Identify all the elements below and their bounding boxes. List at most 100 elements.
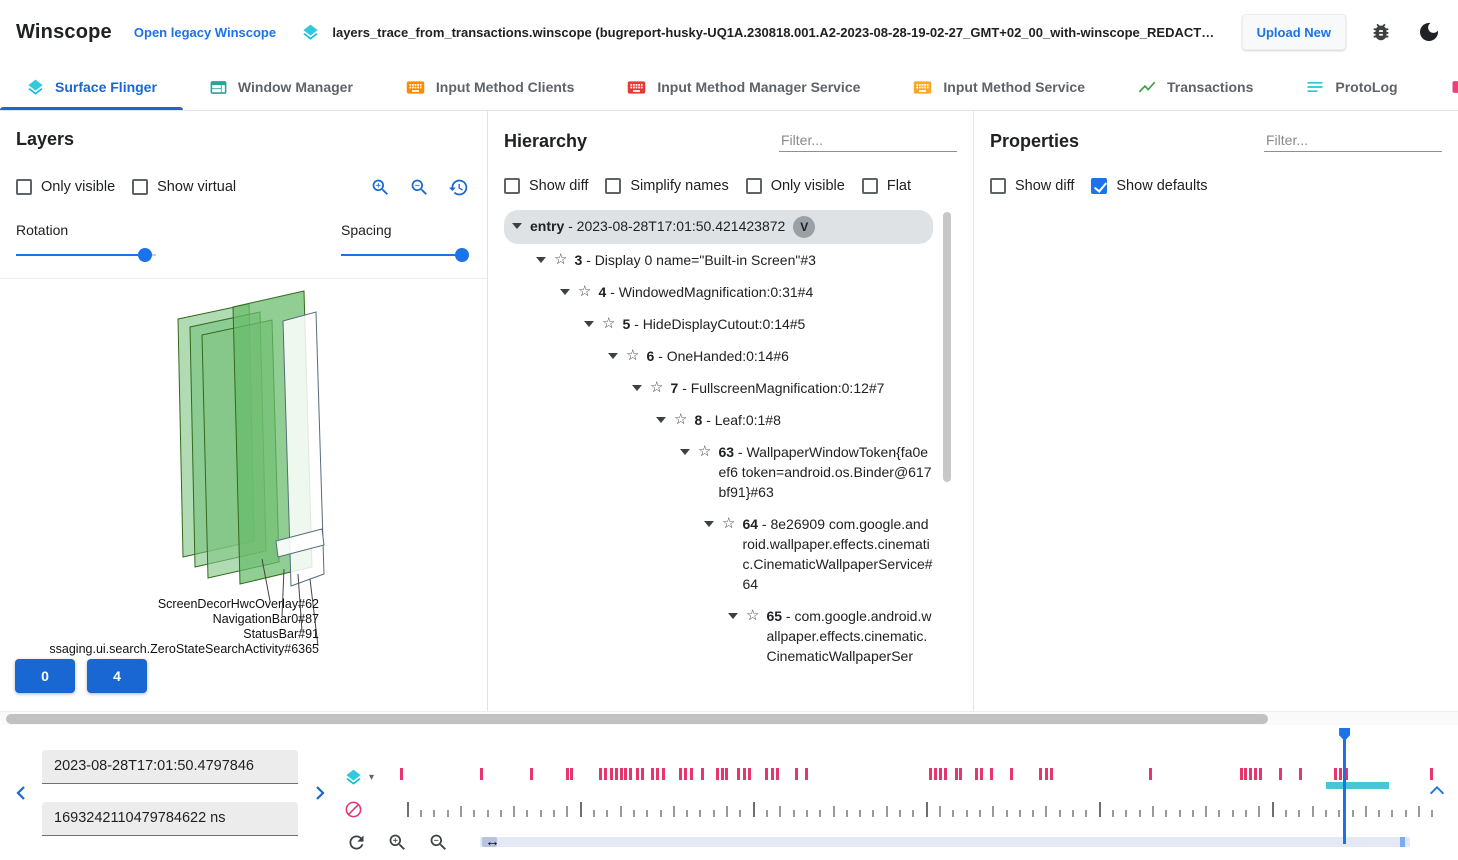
minimap-slider-handle[interactable] [482, 837, 497, 847]
tab-label: Input Method Clients [435, 79, 575, 95]
tab-surface-flinger[interactable]: Surface Flinger [0, 64, 183, 110]
layer-label[interactable]: StatusBar#91 [243, 627, 319, 641]
expand-arrow-icon[interactable] [512, 223, 522, 229]
hierarchy-scrollbar[interactable] [943, 212, 951, 483]
tree-node-65[interactable]: ☆ 65 - com.google.android.wallpaper.effec… [504, 600, 933, 672]
checkbox[interactable] [861, 178, 878, 194]
expand-arrow-icon[interactable] [704, 521, 714, 527]
display-button-4[interactable]: 4 [87, 659, 147, 693]
tx-trace-marker [925, 802, 928, 817]
timestamp-ns-input[interactable] [42, 801, 298, 836]
expand-arrow-icon[interactable] [728, 613, 738, 619]
pin-star-icon[interactable]: ☆ [554, 251, 568, 268]
timeline-cursor[interactable] [1339, 728, 1351, 844]
tx-trace-marker [513, 806, 516, 817]
rotation-slider[interactable] [16, 248, 156, 262]
hierarchy-checkbox-only-visible[interactable]: Only visible [745, 178, 845, 194]
tab-tr[interactable]: Tr [1424, 64, 1458, 110]
horizontal-scrollbar[interactable] [0, 711, 1458, 725]
properties-filter-input[interactable] [1264, 129, 1442, 152]
layers-checkbox-show-virtual[interactable]: Show virtual [132, 179, 236, 195]
tx-trace-marker [1125, 810, 1128, 817]
hierarchy-checkbox-flat[interactable]: Flat [861, 178, 911, 194]
tab-input-method-clients[interactable]: Input Method Clients [379, 64, 600, 110]
pin-star-icon[interactable]: ☆ [698, 443, 712, 460]
hierarchy-filter-input[interactable] [779, 129, 957, 152]
tab-window-manager[interactable]: Window Manager [183, 64, 379, 110]
spacing-slider[interactable] [341, 248, 469, 262]
layer-label[interactable]: ScreenDecorHwcOverlay#62 [157, 597, 319, 611]
timestamp-human-input[interactable] [42, 749, 298, 784]
expand-arrow-icon[interactable] [536, 257, 546, 263]
chevron-left-icon[interactable] [10, 782, 32, 804]
pin-star-icon[interactable]: ☆ [578, 283, 592, 300]
tab-transactions[interactable]: Transactions [1111, 64, 1279, 110]
pin-star-icon[interactable]: ☆ [650, 379, 664, 396]
expand-arrow-icon[interactable] [608, 353, 618, 359]
tree-node-64[interactable]: ☆ 64 - 8e26909 com.google.android.wallpap… [504, 508, 933, 600]
zoom-out-icon[interactable] [406, 174, 432, 200]
pin-star-icon[interactable]: ☆ [722, 515, 736, 532]
checkbox[interactable] [605, 178, 622, 194]
dark-mode-icon[interactable] [1416, 19, 1442, 45]
checkbox[interactable] [1091, 178, 1108, 194]
pin-star-icon[interactable]: ☆ [626, 347, 640, 364]
expand-arrow-icon[interactable] [680, 449, 690, 455]
expand-arrow-icon[interactable] [584, 321, 594, 327]
properties-checkbox-show-diff[interactable]: Show diff [990, 178, 1074, 194]
tree-node-4[interactable]: ☆ 4 - WindowedMagnification:0:31#4 [504, 276, 933, 308]
tree-node-3[interactable]: ☆ 3 - Display 0 name="Built-in Screen"#3 [504, 244, 933, 276]
tx-marker-strip[interactable] [400, 795, 1438, 823]
spacing-slider-thumb[interactable] [454, 248, 469, 262]
checkbox[interactable] [16, 179, 32, 195]
rotation-slider-thumb[interactable] [137, 248, 152, 262]
checkbox[interactable] [745, 178, 762, 194]
visibility-badge: V [793, 216, 816, 238]
layers-3d-canvas[interactable] [16, 279, 471, 671]
hierarchy-checkbox-show-diff[interactable]: Show diff [504, 178, 588, 194]
timeline-cursor-handle[interactable] [1339, 728, 1351, 741]
sf-marker-strip[interactable] [400, 763, 1438, 791]
refresh-icon[interactable] [343, 829, 369, 855]
tree-node-entry[interactable]: entry - 2023-08-28T17:01:50.421423872 V [504, 210, 933, 244]
open-legacy-winscope-link[interactable]: Open legacy Winscope [133, 24, 277, 40]
checkbox[interactable] [504, 178, 520, 194]
hierarchy-checkbox-simplify-names[interactable]: Simplify names [605, 178, 729, 194]
layer-label[interactable]: NavigationBar0#87 [212, 612, 319, 626]
tab-input-method-manager-service[interactable]: Input Method Manager Service [600, 64, 886, 110]
pin-star-icon[interactable]: ☆ [674, 411, 688, 428]
tree-node-63[interactable]: ☆ 63 - WallpaperWindowToken{fa0eef6 token… [504, 436, 933, 508]
tab-input-method-service[interactable]: Input Method Service [886, 64, 1111, 110]
chevron-up-icon[interactable] [1426, 781, 1448, 802]
tree-node-5[interactable]: ☆ 5 - HideDisplayCutout:0:14#5 [504, 308, 933, 340]
upload-new-button[interactable]: Upload New [1241, 14, 1346, 50]
layers-icon[interactable] [340, 764, 366, 790]
expand-arrow-icon[interactable] [560, 289, 570, 295]
zoom-in-icon[interactable] [384, 829, 410, 855]
horizontal-scrollbar-thumb[interactable] [6, 714, 1268, 724]
tree-node-7[interactable]: ☆ 7 - FullscreenMagnification:0:12#7 [504, 372, 933, 404]
reset-zoom-icon[interactable] [445, 174, 471, 200]
checkbox[interactable] [132, 179, 149, 195]
sf-trace-marker [1334, 768, 1338, 780]
expand-arrow-icon[interactable] [632, 385, 642, 391]
layers-checkbox-only-visible[interactable]: Only visible [16, 179, 115, 195]
display-button-0[interactable]: 0 [15, 659, 75, 693]
expand-arrow-icon[interactable] [656, 417, 666, 423]
chevron-right-icon[interactable] [308, 782, 330, 804]
layers-3d-view[interactable]: ScreenDecorHwcOverlay#62 NavigationBar0#8… [16, 279, 471, 671]
layer-label[interactable]: ssaging.ui.search.ZeroStateSearchActivit… [49, 642, 319, 656]
pin-star-icon[interactable]: ☆ [746, 607, 760, 624]
zoom-out-icon[interactable] [425, 829, 451, 855]
tree-node-6[interactable]: ☆ 6 - OneHanded:0:14#6 [504, 340, 933, 372]
zoom-in-icon[interactable] [367, 174, 393, 200]
tab-protolog[interactable]: ProtoLog [1279, 64, 1423, 110]
timeline-minimap-slider[interactable]: ↔ [480, 833, 1410, 850]
pin-star-icon[interactable]: ☆ [602, 315, 616, 332]
bug-report-icon[interactable] [1368, 19, 1394, 45]
checkbox[interactable] [990, 178, 1006, 194]
tree-node-8[interactable]: ☆ 8 - Leaf:0:1#8 [504, 404, 933, 436]
properties-checkbox-show-defaults[interactable]: Show defaults [1091, 178, 1207, 194]
chevron-down-icon[interactable]: ▾ [369, 771, 375, 783]
block-icon[interactable] [340, 796, 366, 822]
